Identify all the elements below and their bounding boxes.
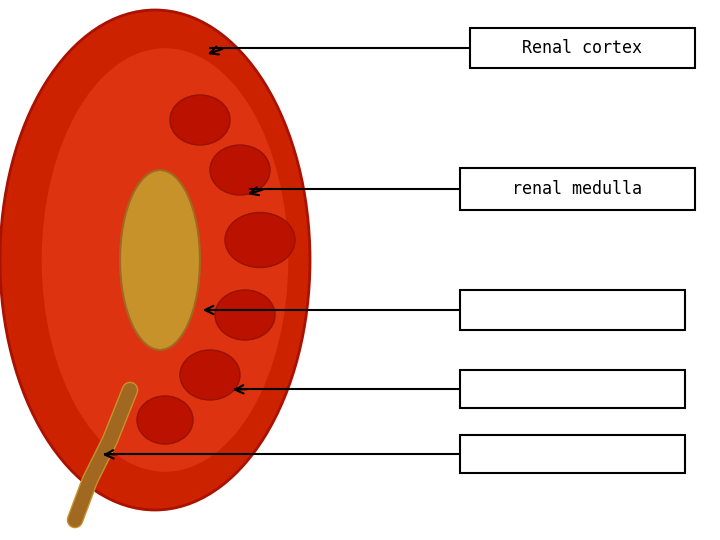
Ellipse shape bbox=[0, 10, 310, 510]
Ellipse shape bbox=[180, 350, 240, 400]
Ellipse shape bbox=[137, 396, 193, 444]
Text: renal medulla: renal medulla bbox=[513, 180, 642, 198]
Ellipse shape bbox=[170, 95, 230, 145]
Ellipse shape bbox=[120, 170, 200, 350]
Bar bbox=[460, 370, 685, 408]
Bar bbox=[470, 28, 695, 68]
Bar bbox=[460, 168, 695, 210]
Ellipse shape bbox=[41, 48, 289, 472]
Ellipse shape bbox=[225, 213, 295, 267]
Ellipse shape bbox=[210, 145, 270, 195]
Bar bbox=[460, 435, 685, 473]
Bar bbox=[460, 290, 685, 330]
Ellipse shape bbox=[215, 290, 275, 340]
Text: Renal cortex: Renal cortex bbox=[523, 39, 642, 57]
